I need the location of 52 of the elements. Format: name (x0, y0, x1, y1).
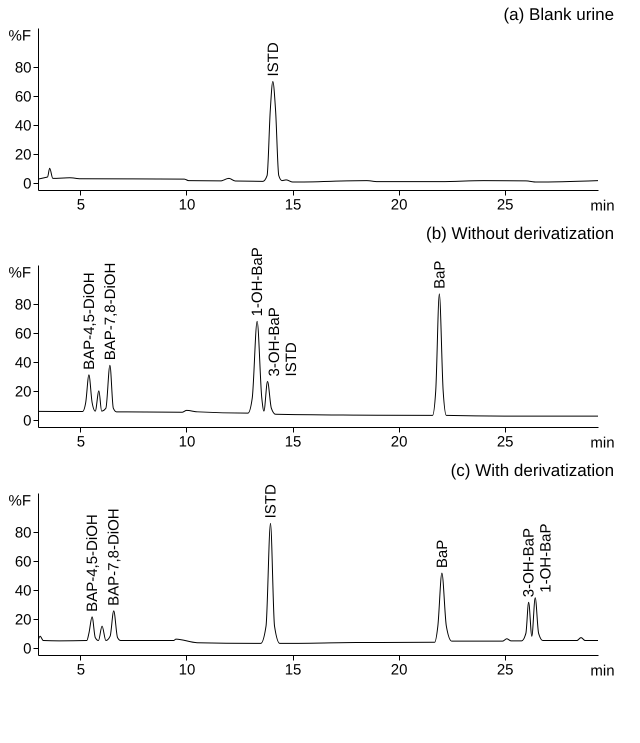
y-tick-label: 80 (14, 60, 32, 77)
annotation: BaP (434, 540, 451, 568)
annotation: 1-OH-BaP (249, 247, 266, 316)
annotation: BAP-7,8-DiOH (106, 508, 123, 606)
y-tick-label: 20 (14, 611, 32, 628)
x-tick-label: 10 (178, 662, 196, 678)
y-tick-label: 0 (23, 640, 32, 658)
x-axis-title: min (590, 662, 615, 680)
x-tick-label: 15 (284, 196, 302, 214)
y-tick-label: 0 (23, 175, 32, 192)
annotation: 3-OH-BaP (520, 528, 538, 598)
y-tick-label: 20 (14, 146, 32, 164)
annotation: ISTD (264, 42, 282, 77)
y-tick-label: 60 (14, 88, 32, 106)
annotation: ISTD (262, 484, 280, 518)
annotation: 3-OH-BaP (266, 307, 284, 376)
x-tick-label: 10 (178, 196, 196, 214)
y-axis-title: %F (8, 264, 31, 282)
y-tick-label: 60 (14, 553, 32, 570)
x-tick-label: 10 (178, 434, 196, 450)
y-tick-label: 80 (14, 296, 32, 314)
x-tick-label: 25 (496, 662, 514, 678)
chart-title: (c) With derivatization (450, 461, 614, 480)
y-tick-label: 60 (14, 325, 32, 342)
x-tick-label: 5 (76, 662, 86, 678)
x-axis-title: min (590, 434, 615, 452)
annotation: BAP-4,5-DiOH (84, 514, 102, 612)
annotation: BAP-7,8-DiOH (102, 262, 119, 360)
annotation: ISTD (283, 342, 300, 376)
chart-title: (a) Blank urine (504, 5, 614, 24)
x-tick-label: 25 (496, 196, 514, 214)
x-tick-label: 20 (390, 196, 408, 214)
y-tick-label: 80 (14, 524, 32, 542)
y-tick-label: 40 (14, 582, 32, 600)
y-axis-title: %F (8, 492, 31, 510)
x-tick-label: 5 (76, 434, 86, 450)
annotation: BAP-4,5-DiOH (80, 272, 98, 370)
x-tick-label: 20 (390, 434, 408, 450)
x-tick-label: 15 (284, 434, 302, 450)
y-tick-label: 40 (14, 354, 32, 372)
chart-title: (b) Without derivatization (426, 224, 614, 244)
x-tick-label: 5 (76, 196, 86, 214)
annotation: BaP (431, 260, 448, 289)
x-tick-label: 20 (390, 662, 408, 678)
y-axis-title: %F (8, 28, 31, 44)
y-tick-label: 0 (23, 412, 32, 430)
x-tick-label: 15 (284, 662, 302, 678)
x-axis-title: min (590, 198, 615, 214)
annotation: 1-OH-BaP (538, 524, 555, 593)
y-tick-label: 20 (14, 383, 32, 400)
y-tick-label: 40 (14, 117, 32, 134)
x-tick-label: 25 (496, 434, 514, 450)
